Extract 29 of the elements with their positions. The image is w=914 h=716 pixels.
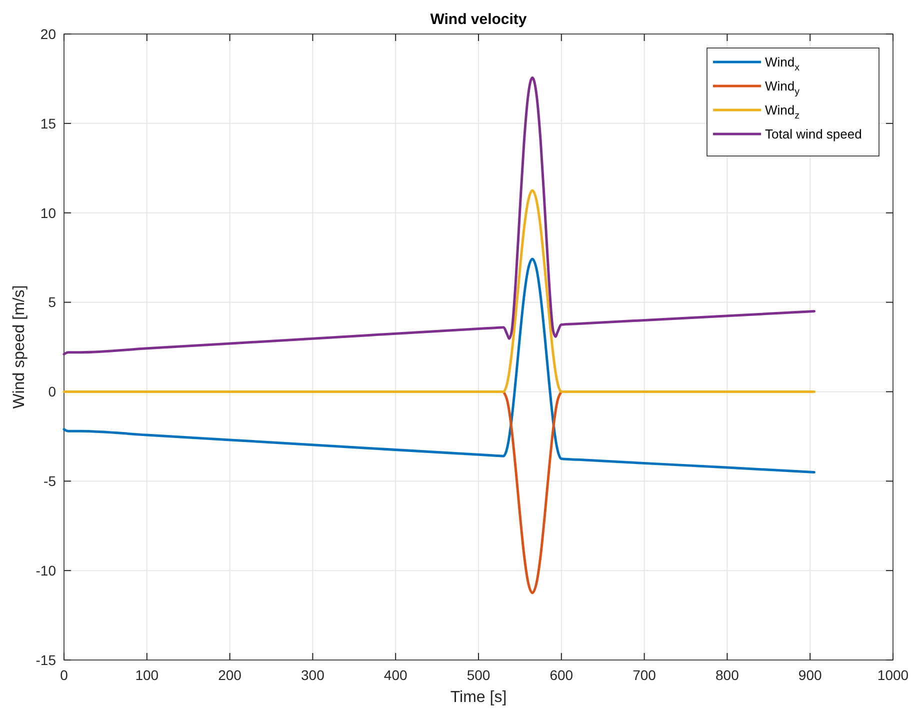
y-tick-label: -15: [36, 652, 56, 668]
x-tick-label: 300: [301, 667, 325, 683]
x-tick-label: 200: [218, 667, 242, 683]
y-axis-title: Wind speed [m/s]: [11, 285, 28, 409]
x-tick-label: 500: [466, 667, 490, 683]
legend-label: Wind$_{z}$: [765, 102, 800, 122]
legend-label: Total wind speed: [765, 126, 862, 142]
legend-label: Wind$_{x}$: [765, 54, 800, 74]
x-tick-label: 400: [384, 667, 408, 683]
chart-title: Wind velocity: [430, 11, 528, 28]
y-tick-label: 5: [48, 294, 56, 310]
x-tick-label: 900: [798, 667, 822, 683]
x-axis-title: Time [s]: [450, 689, 507, 706]
y-tick-label: 0: [48, 384, 56, 400]
x-tick-label: 800: [716, 667, 740, 683]
x-tick-label: 100: [135, 667, 159, 683]
y-tick-label: -10: [36, 562, 56, 578]
y-tick-label: 20: [40, 26, 56, 42]
line-series: [62, 189, 816, 393]
line-series: [62, 258, 816, 474]
y-tick-label: 15: [40, 115, 56, 132]
x-tick-label: 700: [632, 667, 656, 683]
y-tick-label: 10: [40, 204, 56, 221]
x-tick-label: 1000: [877, 667, 909, 683]
x-tick-label: 600: [550, 667, 574, 683]
y-tick-label: -5: [44, 473, 56, 490]
legend-label: Wind$_{y}$: [765, 78, 800, 98]
line-series: [502, 390, 563, 594]
x-tick-label: 0: [60, 667, 68, 683]
